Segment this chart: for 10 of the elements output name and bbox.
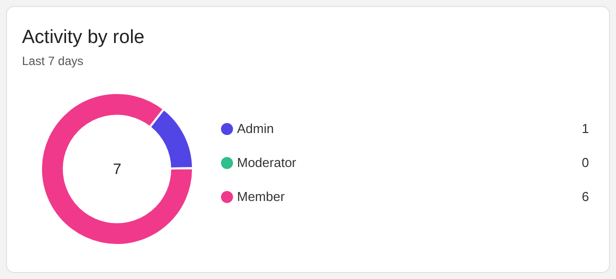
chart-title: Activity by role [22, 27, 144, 49]
legend-label: Admin [237, 121, 274, 136]
text: 0 [582, 155, 589, 170]
legend-label: Member [237, 189, 285, 204]
data-label: 6 [582, 189, 589, 204]
text: 7 [113, 161, 122, 178]
data-label: 1 [582, 121, 589, 136]
donut-slice [40, 92, 194, 246]
legend-label: Moderator [237, 155, 296, 170]
chart-subtitle: Last 7 days [22, 54, 84, 68]
